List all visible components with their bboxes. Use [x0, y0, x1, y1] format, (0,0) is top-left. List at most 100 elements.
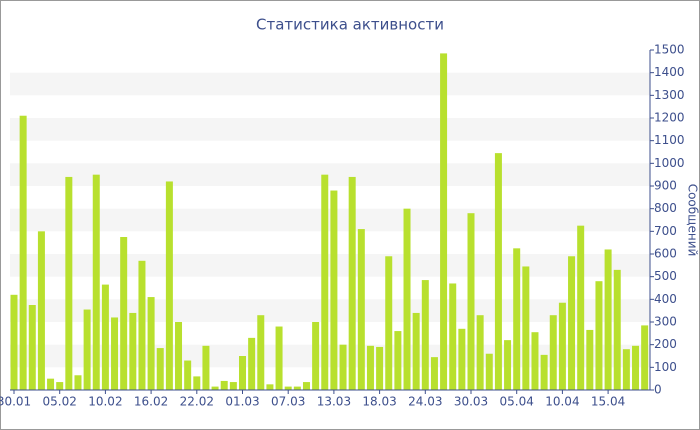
bar: [348, 176, 356, 390]
bar: [321, 174, 329, 390]
bar: [202, 345, 210, 390]
bar: [531, 332, 539, 390]
bar: [19, 115, 27, 390]
bar: [522, 266, 530, 390]
bar: [376, 346, 384, 390]
bar: [586, 329, 594, 390]
y-tick-label: 400: [654, 292, 677, 306]
bar: [595, 281, 603, 390]
bar: [120, 237, 128, 390]
y-tick-label: 700: [654, 224, 677, 238]
x-tick-label: 05.02: [43, 395, 77, 409]
y-tick-label: 900: [654, 179, 677, 193]
bar: [622, 349, 630, 390]
bar: [385, 256, 393, 390]
bar: [458, 328, 466, 390]
bar: [403, 208, 411, 390]
x-tick-label: 10.04: [545, 395, 579, 409]
bar: [147, 297, 155, 390]
x-tick-label: 18.03: [362, 395, 396, 409]
bar: [577, 225, 585, 390]
bar: [641, 325, 649, 390]
bar: [275, 326, 283, 390]
y-tick-label: 1400: [654, 65, 685, 79]
y-tick-label: 1200: [654, 111, 685, 125]
bar: [485, 353, 493, 390]
bar: [101, 284, 109, 390]
bar: [449, 283, 457, 390]
bar: [357, 229, 365, 390]
bar: [193, 376, 201, 390]
x-tick-label: 10.02: [88, 395, 122, 409]
y-tick-label: 100: [654, 360, 677, 374]
bar: [440, 53, 448, 391]
grid-band: [10, 72, 650, 96]
bar: [513, 248, 521, 390]
bar: [293, 386, 301, 390]
grid-band: [10, 208, 650, 232]
bar: [476, 315, 484, 390]
x-tick-label: 13.03: [317, 395, 351, 409]
bar: [540, 354, 548, 390]
bar: [558, 302, 566, 390]
y-axis-title: Сообщений: [686, 184, 700, 257]
x-tick-label: 01.03: [225, 395, 259, 409]
bar: [312, 322, 320, 390]
bar: [394, 331, 402, 390]
bar: [56, 382, 64, 390]
y-tick-label: 600: [654, 247, 677, 261]
bar: [47, 378, 55, 390]
bar: [366, 345, 374, 390]
y-tick-label: 300: [654, 315, 677, 329]
bar: [28, 305, 36, 390]
bar: [284, 386, 292, 390]
x-tick-label: 22.02: [180, 395, 214, 409]
bar: [74, 375, 82, 390]
x-tick-label: 05.04: [500, 395, 534, 409]
bar: [266, 384, 274, 390]
bar: [65, 176, 73, 390]
bar: [229, 382, 237, 390]
bar: [211, 386, 219, 390]
chart-title: Статистика активности: [256, 16, 444, 34]
bar: [248, 337, 256, 390]
bar: [129, 312, 137, 390]
x-tick-label: 24.03: [408, 395, 442, 409]
bar: [156, 348, 164, 390]
x-tick-label: 07.03: [271, 395, 305, 409]
y-tick-label: 200: [654, 337, 677, 351]
bar: [549, 315, 557, 390]
y-tick-label: 500: [654, 269, 677, 283]
grid-band: [10, 254, 650, 277]
bar: [184, 360, 192, 390]
bar: [632, 345, 640, 390]
y-tick-label: 1500: [654, 43, 685, 57]
bar: [220, 380, 228, 390]
bar: [412, 312, 420, 390]
bar: [604, 249, 612, 390]
bar: [330, 190, 338, 390]
bar: [302, 382, 310, 390]
bar: [494, 153, 502, 390]
bar: [467, 213, 475, 390]
bar: [138, 260, 146, 390]
bar: [111, 317, 119, 390]
bar: [613, 269, 621, 390]
bar: [83, 309, 91, 390]
grid-band: [10, 163, 650, 186]
y-tick-label: 800: [654, 201, 677, 215]
x-tick-label: 15.04: [591, 395, 625, 409]
y-tick-label: 1000: [654, 156, 685, 170]
bar: [257, 315, 265, 390]
bar: [430, 357, 438, 390]
bar: [92, 174, 100, 390]
bar: [568, 256, 576, 390]
bar: [504, 340, 512, 390]
bar: [37, 231, 45, 390]
bar: [339, 344, 347, 390]
y-tick-label: 1300: [654, 88, 685, 102]
grid-band: [10, 118, 650, 141]
x-tick-label: 30.03: [454, 395, 488, 409]
y-tick-label: 1100: [654, 133, 685, 147]
